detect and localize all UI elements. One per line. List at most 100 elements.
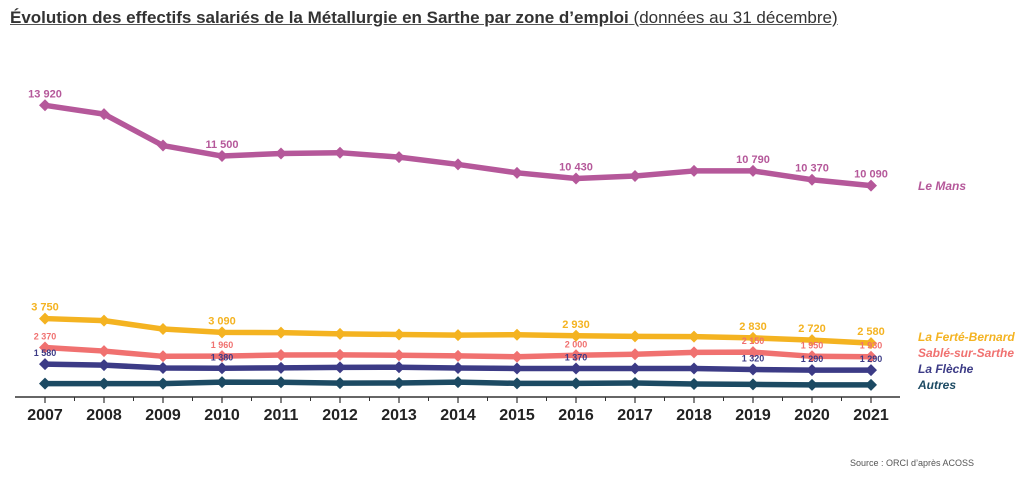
data-point[interactable]: [806, 350, 818, 363]
data-point[interactable]: [216, 362, 228, 375]
data-label: 2 830: [739, 321, 767, 333]
data-point[interactable]: [570, 377, 582, 390]
data-point[interactable]: [452, 376, 464, 389]
data-point[interactable]: [39, 99, 51, 112]
x-tick-label: 2010: [204, 407, 240, 424]
data-point[interactable]: [334, 348, 346, 361]
data-point[interactable]: [334, 146, 346, 159]
data-point[interactable]: [747, 164, 759, 177]
x-tick-label: 2011: [264, 407, 299, 424]
data-point[interactable]: [629, 376, 641, 389]
data-point[interactable]: [570, 362, 582, 375]
data-point[interactable]: [570, 329, 582, 342]
data-point[interactable]: [39, 358, 51, 371]
data-point[interactable]: [865, 350, 877, 363]
data-point[interactable]: [216, 150, 228, 163]
series-layer: [39, 99, 877, 391]
data-point[interactable]: [747, 331, 759, 344]
data-point[interactable]: [570, 349, 582, 362]
data-point[interactable]: [275, 376, 287, 389]
data-label: 3 750: [31, 302, 59, 314]
data-label: 1 950: [801, 340, 824, 350]
x-tick-label: 2020: [794, 407, 830, 424]
data-label: 2 720: [798, 323, 826, 335]
data-point[interactable]: [452, 349, 464, 362]
data-point[interactable]: [98, 377, 110, 390]
data-point[interactable]: [511, 377, 523, 390]
data-point[interactable]: [275, 326, 287, 339]
x-ticks: 2007 2008 2009 2010 2011 2012 2013 2014 2015 2016…: [27, 397, 889, 424]
data-point[interactable]: [570, 172, 582, 185]
data-point[interactable]: [688, 164, 700, 177]
data-point[interactable]: [806, 378, 818, 391]
data-point[interactable]: [688, 346, 700, 359]
data-point[interactable]: [511, 328, 523, 341]
data-point[interactable]: [688, 330, 700, 343]
series-line: [42, 102, 874, 189]
data-point[interactable]: [452, 329, 464, 342]
data-point[interactable]: [747, 378, 759, 391]
data-point[interactable]: [157, 350, 169, 363]
data-point[interactable]: [511, 166, 523, 179]
data-label: 2 370: [34, 332, 57, 342]
data-point[interactable]: [806, 334, 818, 347]
data-label: 2 150: [742, 336, 765, 346]
data-point[interactable]: [216, 376, 228, 389]
data-point[interactable]: [452, 158, 464, 171]
data-point[interactable]: [216, 350, 228, 363]
data-point[interactable]: [865, 337, 877, 350]
data-point[interactable]: [157, 362, 169, 375]
data-point[interactable]: [334, 361, 346, 374]
data-label: 10 430: [559, 161, 593, 173]
data-point[interactable]: [393, 376, 405, 389]
data-point[interactable]: [452, 362, 464, 375]
data-label: 2 930: [562, 319, 590, 331]
data-point[interactable]: [511, 362, 523, 375]
data-point[interactable]: [747, 363, 759, 376]
data-label: 11 500: [205, 139, 238, 151]
data-point[interactable]: [393, 349, 405, 362]
data-point[interactable]: [275, 147, 287, 160]
data-point[interactable]: [157, 139, 169, 152]
x-tick-label: 2014: [440, 407, 476, 424]
data-label: 10 370: [795, 163, 829, 175]
legend-entry: Sablé-sur-Sarthe: [918, 346, 1014, 360]
data-point[interactable]: [629, 362, 641, 375]
data-point[interactable]: [688, 377, 700, 390]
data-point[interactable]: [747, 346, 759, 359]
data-point[interactable]: [216, 326, 228, 339]
data-point[interactable]: [629, 330, 641, 343]
data-point[interactable]: [629, 169, 641, 182]
data-point[interactable]: [275, 361, 287, 374]
data-point[interactable]: [334, 327, 346, 340]
data-point[interactable]: [393, 361, 405, 374]
data-point[interactable]: [806, 173, 818, 186]
data-point[interactable]: [98, 345, 110, 358]
data-point[interactable]: [865, 364, 877, 377]
x-tick-label: 2017: [617, 407, 653, 424]
data-label: 2 000: [565, 339, 588, 349]
data-point[interactable]: [157, 323, 169, 336]
data-point[interactable]: [98, 359, 110, 372]
data-point[interactable]: [393, 328, 405, 341]
data-labels: 13 920 11 500 10 430 10 790 10 370 10 090 3 75…: [28, 88, 888, 364]
data-point[interactable]: [393, 151, 405, 164]
data-point[interactable]: [865, 179, 877, 192]
data-point[interactable]: [98, 314, 110, 327]
data-point[interactable]: [511, 350, 523, 363]
data-point[interactable]: [39, 377, 51, 390]
data-point[interactable]: [806, 364, 818, 377]
data-label: 1 290: [860, 354, 883, 364]
data-point[interactable]: [39, 341, 51, 354]
data-point[interactable]: [275, 349, 287, 362]
x-tick-label: 2019: [735, 407, 771, 424]
data-point[interactable]: [688, 362, 700, 375]
data-label: 10 090: [854, 169, 888, 181]
data-point[interactable]: [39, 312, 51, 325]
data-point[interactable]: [98, 108, 110, 121]
data-point[interactable]: [865, 378, 877, 391]
data-point[interactable]: [157, 377, 169, 390]
data-point[interactable]: [629, 348, 641, 361]
data-label: 1 290: [801, 354, 824, 364]
data-point[interactable]: [334, 377, 346, 390]
